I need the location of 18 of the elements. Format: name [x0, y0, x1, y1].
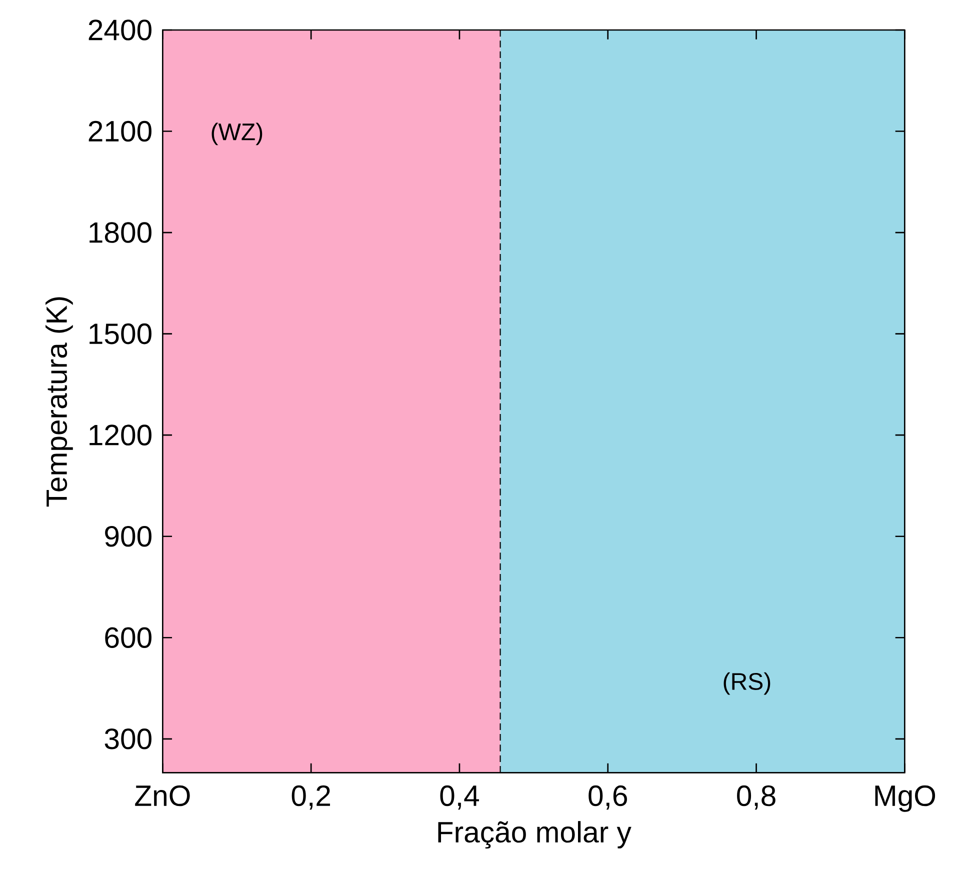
y-tick-label: 2100 [88, 121, 152, 142]
y-tick-label: 600 [105, 627, 152, 648]
y-tick-label: 1200 [90, 424, 152, 446]
x-tick-label: ZnO [135, 786, 190, 806]
y-tick-label: 2400 [88, 20, 152, 41]
x-axis-title: Fração molar y [438, 821, 632, 849]
x-tick-label: 0,4 [440, 786, 479, 810]
y-tick-label: 300 [104, 728, 152, 750]
x-tick-label: 0,6 [588, 786, 627, 810]
y-tick-label: 900 [105, 526, 152, 547]
y-axis-title: Temperatura (K) [46, 297, 73, 507]
x-tick-label: MgO [875, 786, 936, 812]
band-label: (RS) [724, 672, 770, 695]
y-tick-label: 1500 [90, 324, 152, 344]
y-tick-label: 1800 [90, 222, 152, 244]
x-tick-label: 0,8 [737, 786, 776, 810]
x-tick-label: 0,2 [292, 786, 330, 810]
band-label: (WZ) [212, 122, 262, 146]
